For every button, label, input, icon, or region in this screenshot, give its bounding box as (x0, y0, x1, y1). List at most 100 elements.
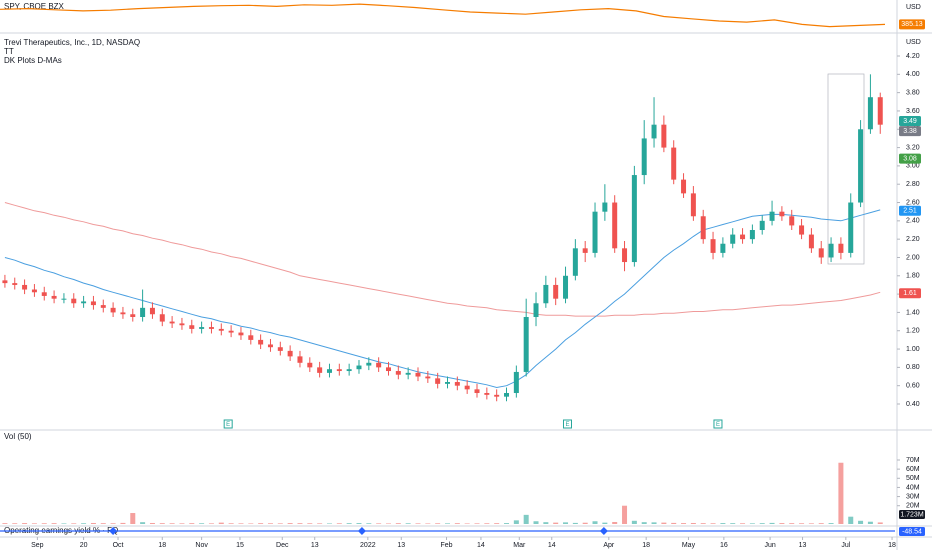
candle-body (818, 248, 824, 258)
price-tag-label: 3.08 (903, 155, 917, 162)
x-tick-label: 15 (236, 542, 244, 549)
candle-body (454, 382, 460, 386)
volume-bar (385, 523, 391, 524)
volume-bar (631, 520, 637, 524)
candle-body (769, 211, 775, 221)
candle-body (326, 369, 332, 373)
candle-body (405, 372, 411, 375)
volume-tick-label: 30M (906, 493, 920, 500)
volume-bar (120, 522, 126, 524)
volume-bar (612, 521, 618, 524)
y-tick-label: 1.00 (906, 346, 920, 353)
price-tag-label: 3.38 (903, 128, 917, 135)
earnings-flag (562, 419, 572, 429)
y-tick-label: 4.00 (906, 71, 920, 78)
candle-body (346, 369, 352, 372)
candle-body (474, 389, 480, 394)
spy-tag-label: 385.13 (901, 21, 923, 28)
candle-body (385, 367, 391, 372)
candle-body (828, 243, 834, 258)
candle-body (543, 284, 549, 304)
candle-body (366, 362, 372, 366)
volume-bar (661, 522, 667, 524)
currency: USD (906, 39, 921, 46)
candle-body (71, 298, 77, 304)
volume-bar (22, 523, 28, 524)
x-tick-label: Jun (764, 542, 775, 549)
y-tick-label: 2.20 (906, 236, 920, 243)
candle-body (622, 248, 628, 263)
measure-box (827, 73, 865, 265)
y-tick-label: 1.20 (906, 328, 920, 335)
candle-body (90, 301, 96, 306)
x-tick-label: May (682, 542, 696, 549)
volume-bar (523, 514, 529, 524)
volume-bar (61, 523, 67, 524)
spy-currency: USD (906, 4, 921, 11)
chart-title: Trevi Therapeutics, Inc., 1D, NASDAQ (4, 38, 140, 47)
candle-body (799, 225, 805, 235)
volume-tick-label: 60M (906, 466, 920, 473)
candle-body (651, 124, 657, 139)
candle-body (877, 97, 883, 125)
candle-body (140, 307, 146, 317)
volume-bar (464, 523, 470, 524)
volume-bar (415, 523, 421, 524)
candle-body (867, 97, 873, 130)
x-tick-label: Jul (841, 542, 850, 549)
x-tick-label: 18 (888, 542, 896, 549)
earnings-flag-label: E (226, 422, 230, 428)
y-tick-label: 2.00 (906, 254, 920, 261)
volume-bar (81, 523, 87, 524)
volume-bar (297, 523, 303, 524)
x-tick-label: Mar (513, 542, 526, 549)
volume-bar (366, 523, 372, 524)
y-tick-label: 3.20 (906, 144, 920, 151)
volume-bar (2, 523, 8, 524)
candle-body (513, 371, 519, 394)
candle-body (356, 365, 362, 370)
volume-bar (533, 521, 539, 524)
candle-body (730, 234, 736, 244)
candle-body (858, 129, 864, 203)
volume-bar (690, 522, 696, 524)
volume-bar (671, 522, 677, 524)
volume-bar (494, 523, 500, 524)
candle-body (661, 124, 667, 148)
candle-body (582, 248, 588, 253)
candle-body (690, 193, 696, 217)
volume-bar (317, 523, 323, 524)
price-tag (899, 288, 921, 299)
volume-bar (405, 523, 411, 524)
volume-tick-label: 40M (906, 484, 920, 491)
candle-body (12, 283, 18, 285)
candle-body (710, 239, 716, 253)
volume-tick-label: 50M (906, 475, 920, 482)
volume-bar (779, 523, 785, 524)
price-tag (899, 126, 921, 137)
spy-line (0, 3, 886, 28)
candle-body (238, 332, 244, 336)
candle-body (592, 211, 598, 253)
candle-body (317, 367, 323, 373)
candle-body (208, 327, 214, 329)
candle-body (159, 314, 165, 322)
spy-tag (899, 19, 925, 30)
candle-body (720, 243, 726, 253)
candle-body (464, 385, 470, 390)
volume-bar (140, 522, 146, 524)
candle-body (2, 280, 8, 284)
volume-bar (189, 523, 195, 524)
volume-bar (454, 523, 460, 524)
volume-bar (789, 523, 795, 524)
candle-body (297, 356, 303, 363)
x-tick-label: 16 (720, 542, 728, 549)
volume-bar (90, 522, 96, 524)
candle-body (523, 317, 529, 372)
candle-body (415, 372, 421, 377)
volume-bar (769, 522, 775, 524)
volume-bar (759, 523, 765, 524)
volume-bar (41, 523, 47, 524)
candle-body (612, 202, 618, 249)
candle-body (287, 350, 293, 357)
